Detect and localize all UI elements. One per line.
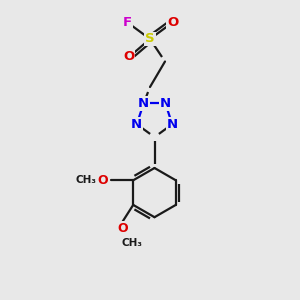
- Text: N: N: [138, 97, 149, 110]
- Text: CH₃: CH₃: [121, 238, 142, 248]
- Text: N: N: [160, 97, 171, 110]
- Text: CH₃: CH₃: [75, 175, 96, 185]
- Text: S: S: [145, 32, 155, 46]
- Text: F: F: [123, 16, 132, 29]
- Text: O: O: [123, 50, 135, 64]
- Text: N: N: [167, 118, 178, 131]
- Text: O: O: [167, 16, 178, 29]
- Text: N: N: [131, 118, 142, 131]
- Text: O: O: [97, 174, 108, 187]
- Text: O: O: [117, 221, 128, 235]
